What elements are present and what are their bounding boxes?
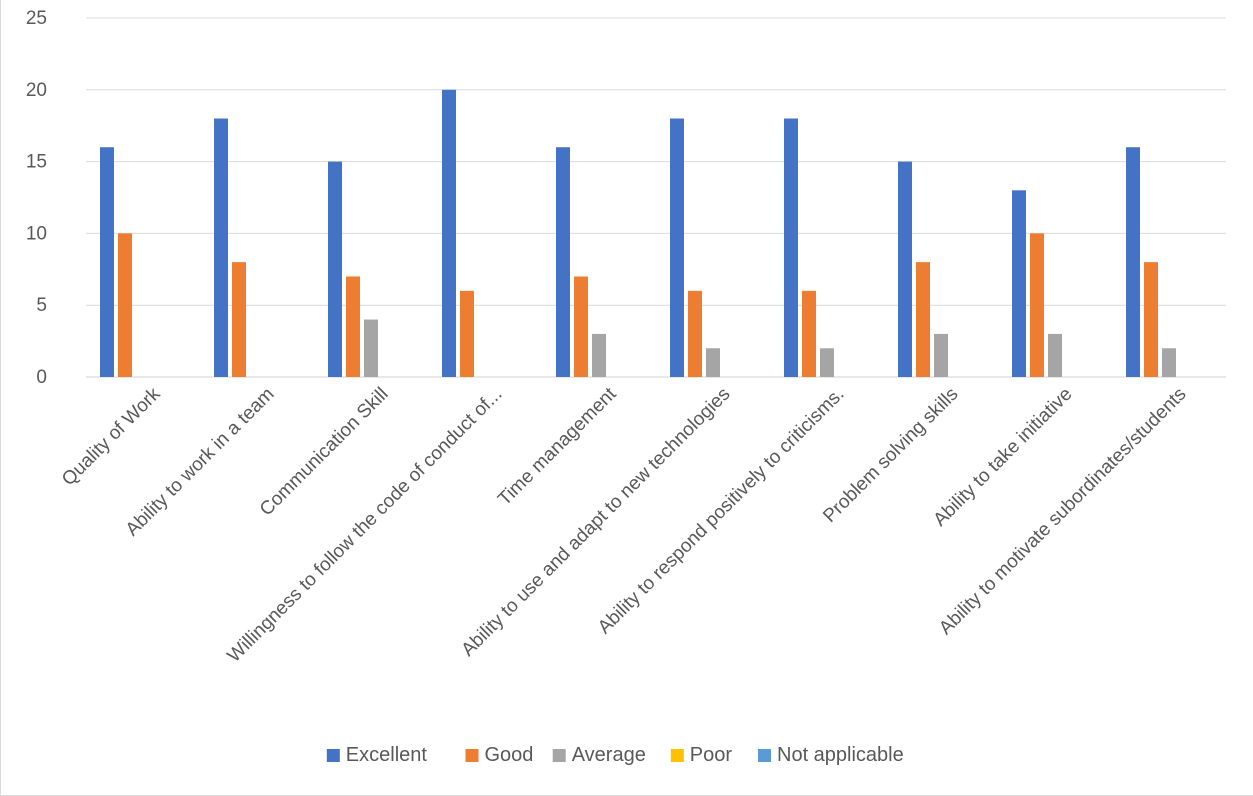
bar-average [592,333,606,377]
bar-average [1162,348,1176,377]
bar-good [916,262,930,377]
legend-item: Not applicable [758,744,904,766]
bar-good [232,262,246,377]
bar-good [574,276,588,377]
bar-good [460,290,474,377]
y-tick-label: 0 [36,367,47,388]
legend-item: Average [552,744,646,766]
legend-label: Average [572,744,646,766]
legend-swatch [465,749,479,762]
y-tick-label: 5 [36,295,47,316]
legend-swatch [670,749,684,762]
x-category-label: Ability to motivate subordinates/student… [935,384,1190,639]
bar-average [820,348,834,377]
bar-excellent [1126,147,1140,377]
bar-excellent [442,89,456,378]
bar-average [706,348,720,377]
bar-good [346,276,360,377]
bar-excellent [100,147,114,377]
bar-good [118,233,132,377]
y-tick-label: 10 [26,223,47,244]
x-category-label: Willingness to follow the code of conduc… [224,384,507,667]
bar-good [1030,233,1044,377]
x-category-label: Time management [494,383,621,510]
legend-label: Excellent [346,744,428,766]
y-tick-label: 25 [26,8,47,29]
y-tick-label: 20 [26,80,47,101]
legend-item: Excellent [326,744,428,766]
bar-excellent [556,147,570,377]
bar-good [688,290,702,377]
legend-swatch [326,749,340,762]
legend-label: Good [485,744,534,766]
legend-swatch [552,749,566,762]
legend-label: Not applicable [777,744,904,766]
x-category-label: Communication Skill [256,384,393,521]
legend-label: Poor [690,744,733,766]
x-category-label: Ability to respond positively to critici… [594,384,849,639]
x-category-label: Quality of Work [58,383,165,490]
bar-average [364,319,378,377]
y-tick-label: 15 [26,152,47,173]
legend-swatch [758,749,771,762]
bar-excellent [328,161,342,377]
bar-excellent [784,118,798,378]
bar-average [1048,333,1062,377]
legend-item: Good [465,744,534,766]
bar-average [934,333,948,377]
bar-excellent [898,161,912,377]
bar-good [1144,262,1158,377]
bar-excellent [214,118,228,378]
bar-excellent [1012,190,1026,377]
x-category-label: Ability to use and adapt to new technolo… [458,384,735,661]
bar-excellent [670,118,684,378]
legend-item: Poor [670,744,733,766]
bar-good [802,290,816,377]
